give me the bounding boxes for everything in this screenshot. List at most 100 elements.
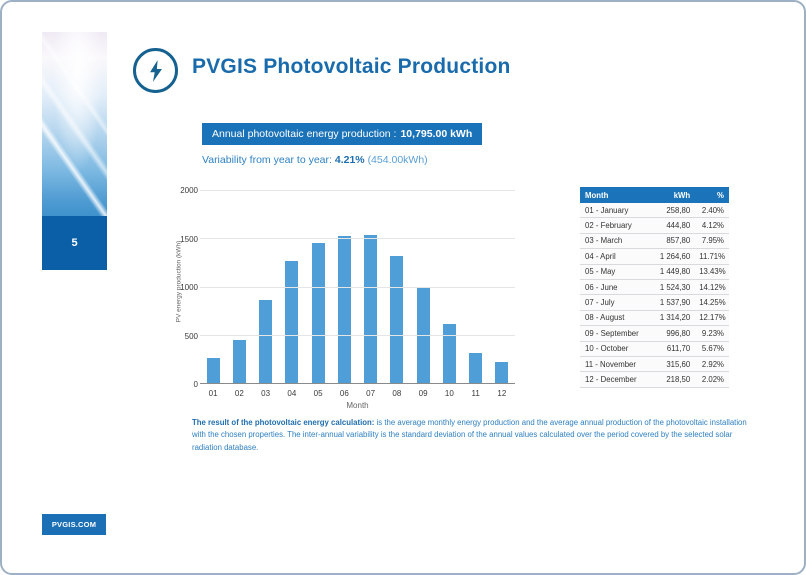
table-row: 04 - April 1 264,60 11.71%	[580, 249, 729, 265]
cell-percent: 2.92%	[701, 359, 724, 369]
cell-month: 12 - December	[585, 374, 637, 384]
bar-month-11	[469, 352, 483, 383]
table-row: 10 - October 611,70 5.67%	[580, 341, 729, 357]
cell-month: 05 - May	[585, 267, 616, 277]
cell-kwh: 258,80	[666, 205, 691, 215]
variability-label: Variability from year to year:	[202, 154, 332, 166]
table-header-month: Month	[585, 190, 609, 200]
x-axis-ticks: 01 02 03 04 05 06 07 08 09 10 11 12	[200, 389, 515, 398]
cell-month: 11 - November	[585, 359, 636, 369]
variability-line: Variability from year to year: 4.21% (45…	[202, 154, 428, 166]
y-tick-0: 0	[193, 380, 198, 389]
x-tick: 11	[471, 389, 480, 398]
result-explanation: The result of the photovoltaic energy ca…	[192, 417, 748, 454]
table-header-%: %	[717, 190, 724, 200]
cell-percent: 4.12%	[701, 221, 724, 231]
cell-percent: 11.71%	[699, 251, 726, 261]
cell-month: 10 - October	[585, 344, 629, 354]
y-tick-500: 500	[184, 331, 198, 341]
table-row: 01 - January 258,80 2.40%	[580, 203, 729, 219]
bar-month-08	[390, 256, 404, 383]
x-tick: 10	[444, 389, 454, 398]
table-row: 02 - February 444,80 4.12%	[580, 218, 729, 234]
x-tick: 08	[392, 389, 402, 398]
bar-month-02	[232, 340, 246, 383]
y-tick-1000: 1000	[180, 283, 198, 292]
x-tick: 04	[287, 389, 297, 398]
cell-kwh: 1 449,80	[659, 267, 691, 277]
cell-percent: 14.25%	[699, 298, 726, 308]
gridline-500	[200, 334, 515, 336]
cell-kwh: 611,70	[666, 344, 691, 354]
x-tick: 12	[497, 389, 507, 398]
bar-month-10	[442, 323, 456, 383]
cell-kwh: 218,50	[666, 374, 691, 384]
cell-month: 04 - April	[585, 251, 616, 261]
table-header-row: Month kWh%	[580, 187, 729, 203]
y-tick-1500: 1500	[180, 234, 198, 244]
chart-plot	[200, 190, 515, 384]
x-tick: 09	[418, 389, 428, 398]
page-number-badge: 5	[42, 216, 107, 270]
x-tick: 02	[234, 389, 244, 398]
variability-value: 4.21%	[334, 154, 365, 166]
bar-month-12	[495, 361, 509, 383]
cell-month: 07 - July	[585, 298, 615, 308]
table-row: 03 - March 857,80 7.95%	[580, 233, 729, 250]
cell-kwh: 1 524,30	[659, 282, 691, 292]
x-tick: 03	[261, 389, 271, 398]
x-tick: 06	[339, 389, 349, 398]
lightning-bolt-glyph	[149, 59, 162, 82]
bar-month-06	[337, 235, 351, 383]
table-row: 05 - May 1 449,80 13.43%	[580, 264, 729, 280]
bar-month-04	[285, 260, 299, 383]
x-tick: 07	[366, 389, 376, 398]
x-tick: 05	[313, 389, 323, 398]
gridline-1500	[200, 238, 515, 240]
table-row: 07 - July 1 537,90 14.25%	[580, 295, 729, 311]
x-axis-label: Month	[346, 401, 369, 410]
bar-month-01	[206, 358, 220, 383]
cell-month: 06 - June	[585, 282, 618, 292]
result-explanation-lead: The result of the photovoltaic energy ca…	[192, 418, 375, 427]
cell-kwh: 315,60	[666, 359, 691, 369]
cell-month: 02 - February	[585, 221, 632, 231]
monthly-production-table: Month kWh% 01 - January 258,80 2.40% 02 - Fe…	[580, 187, 729, 388]
gridline-2000	[200, 190, 515, 191]
bar-month-05	[311, 243, 325, 383]
cell-month: 03 - March	[585, 236, 623, 246]
cell-percent: 2.40%	[701, 205, 724, 215]
annual-production-value: 10,795.00 kWh	[400, 128, 473, 140]
bar-month-03	[259, 300, 273, 383]
cell-kwh: 1 264,60	[659, 251, 691, 261]
result-explanation-body: is the average monthly energy production…	[192, 418, 747, 452]
cell-percent: 9.23%	[701, 328, 724, 338]
cell-kwh: 444,80	[666, 221, 691, 231]
variability-detail: (454.00kWh)	[367, 154, 428, 166]
table-row: 11 - November 315,60 2.92%	[580, 356, 729, 373]
cell-kwh: 1 314,20	[659, 313, 691, 323]
table-row: 12 - December 218,50 2.02%	[580, 372, 729, 388]
cell-month: 01 - January	[585, 205, 629, 215]
cell-kwh: 996,80	[666, 328, 691, 338]
table-row: 09 - September 996,80 9.23%	[580, 326, 729, 342]
pvgis-site-label: PVGIS.COM	[51, 520, 97, 529]
cell-month: 09 - September	[585, 328, 639, 338]
cell-kwh: 1 537,90	[659, 298, 691, 308]
table-row: 08 - August 1 314,20 12.17%	[580, 310, 729, 327]
cell-kwh: 857,80	[666, 236, 691, 246]
annual-production-label: Annual photovoltaic energy production :	[212, 128, 397, 140]
cell-percent: 7.95%	[701, 236, 724, 246]
cell-percent: 5.67%	[701, 344, 724, 354]
pvgis-site-link[interactable]: PVGIS.COM	[42, 514, 106, 535]
monthly-production-chart: PV energy production (kWh) 01 02 03 04 05 06 0…	[160, 186, 520, 410]
gridline-1000	[200, 286, 515, 288]
x-tick: 01	[208, 389, 218, 398]
solar-panel-photo	[42, 32, 107, 216]
y-tick-2000: 2000	[180, 186, 198, 195]
page-number: 5	[71, 237, 78, 249]
cell-month: 08 - August	[585, 313, 625, 323]
page-title: PVGIS Photovoltaic Production	[192, 55, 511, 78]
cell-percent: 14.12%	[699, 282, 726, 292]
